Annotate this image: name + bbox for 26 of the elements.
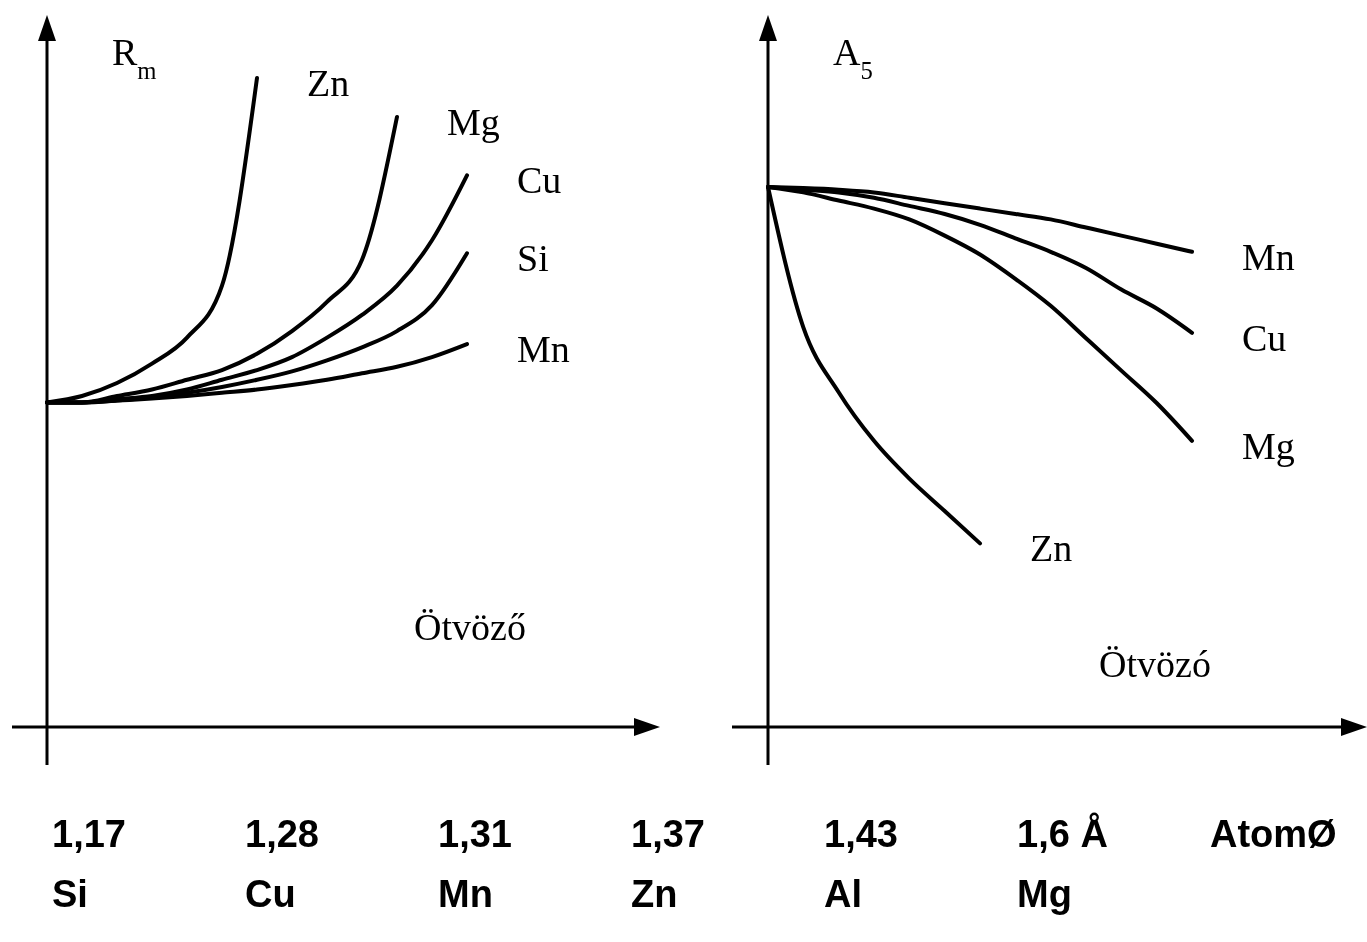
text: Zn xyxy=(631,873,678,915)
series-label: Zn xyxy=(1030,527,1073,570)
text: Cu xyxy=(245,873,296,915)
series-label: Mg xyxy=(447,100,500,143)
text: Al xyxy=(824,873,862,915)
series-label: Si xyxy=(517,237,549,280)
y-axis-title: A$_{5}$ xyxy=(833,31,873,84)
text: 1,6 Å xyxy=(1017,812,1108,855)
text: 1,37 xyxy=(631,813,705,855)
text: 1,31 xyxy=(438,813,512,855)
y-axis-title: R$_{m}$ xyxy=(112,31,157,84)
text: 1,17 xyxy=(52,813,126,855)
series-label: Mn xyxy=(1242,235,1295,278)
series-label: Mn xyxy=(517,328,570,371)
text: Mn xyxy=(438,873,493,915)
text: Si xyxy=(52,873,88,915)
x-axis-title: Ötvözó xyxy=(1099,643,1211,685)
series-label: Cu xyxy=(1242,316,1287,359)
text: Mg xyxy=(1017,873,1072,915)
text: AtomØ xyxy=(1210,813,1337,855)
series-label: Cu xyxy=(517,159,562,202)
text: 1,28 xyxy=(245,813,319,855)
x-axis-title: Ötvöző xyxy=(414,606,526,648)
text: 1,43 xyxy=(824,813,898,855)
series-label: Zn xyxy=(307,62,350,104)
series-label: Mg xyxy=(1242,424,1295,467)
